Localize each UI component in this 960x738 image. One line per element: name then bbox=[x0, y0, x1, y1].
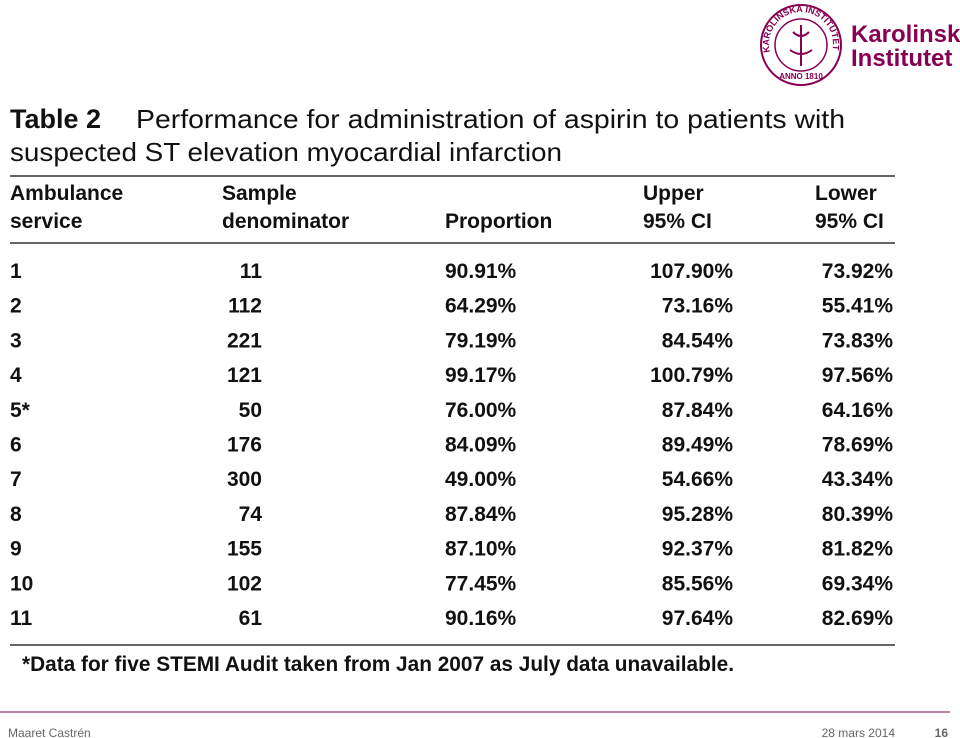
seal-inner bbox=[774, 18, 828, 72]
table-cell: 61 bbox=[239, 607, 263, 630]
table-cell: 54.66% bbox=[662, 468, 734, 491]
table-cell: 121 bbox=[227, 364, 262, 387]
table-cell: 300 bbox=[227, 468, 262, 491]
footer-date: 28 mars 2014 bbox=[822, 726, 896, 738]
table-cell: 102 bbox=[227, 572, 262, 595]
table-cell: 92.37% bbox=[662, 538, 734, 561]
table-cell: 80.39% bbox=[822, 503, 894, 526]
table-cell: 74 bbox=[239, 503, 263, 526]
table-cell: 89.49% bbox=[662, 434, 734, 457]
table-cell: 5* bbox=[10, 399, 31, 422]
table-cell: 11 bbox=[10, 607, 33, 630]
table-cell: 81.82% bbox=[822, 538, 894, 561]
table-cell: 55.41% bbox=[822, 295, 894, 318]
table-cell: 155 bbox=[227, 538, 262, 561]
table-cell: 73.92% bbox=[822, 260, 894, 283]
table-cell: 100.79% bbox=[650, 364, 733, 387]
seal-emblem bbox=[789, 25, 813, 66]
table-title: Performance for administration of aspiri… bbox=[136, 104, 845, 134]
table-cell: 79.19% bbox=[445, 329, 517, 352]
column-header: Ambulance bbox=[10, 182, 123, 205]
table-cell: 1 bbox=[10, 260, 22, 283]
seal-ring bbox=[760, 4, 842, 86]
column-header: Proportion bbox=[445, 210, 552, 233]
column-header: 95% CI bbox=[643, 210, 712, 233]
table-cell: 73.16% bbox=[662, 295, 734, 318]
table-cell: 78.69% bbox=[822, 434, 894, 457]
table-cell: 69.34% bbox=[822, 572, 894, 595]
column-header: denominator bbox=[222, 210, 349, 233]
table-cell: 7 bbox=[10, 468, 22, 491]
table-cell: 8 bbox=[10, 503, 22, 526]
table-cell: 73.83% bbox=[822, 329, 894, 352]
table-cell: 3 bbox=[10, 329, 22, 352]
table-cell: 49.00% bbox=[445, 468, 517, 491]
table-cell: 90.16% bbox=[445, 607, 517, 630]
column-header: Sample bbox=[222, 182, 297, 205]
table-cell: 87.84% bbox=[662, 399, 734, 422]
table-cell: 95.28% bbox=[662, 503, 734, 526]
column-header: Upper bbox=[643, 182, 704, 205]
table-cell: 64.29% bbox=[445, 295, 517, 318]
table-cell: 76.00% bbox=[445, 399, 517, 422]
table-cell: 97.56% bbox=[822, 364, 894, 387]
seal-year: ANNO 1810 bbox=[779, 72, 823, 81]
logo-name-1: Karolinska bbox=[851, 21, 960, 48]
table-cell: 43.34% bbox=[822, 468, 894, 491]
table-cell: 11 bbox=[240, 260, 263, 283]
table-cell: 50 bbox=[239, 399, 262, 422]
footnote: *Data for five STEMI Audit taken from Ja… bbox=[22, 653, 734, 676]
table-cell: 221 bbox=[227, 329, 262, 352]
table-cell: 99.17% bbox=[445, 364, 517, 387]
table-title: suspected ST elevation myocardial infarc… bbox=[10, 137, 562, 167]
footer-author: Maaret Castrén bbox=[8, 726, 91, 738]
column-header: service bbox=[10, 210, 82, 233]
footer-page: 16 bbox=[935, 726, 949, 738]
table-cell: 64.16% bbox=[822, 399, 894, 422]
table-cell: 9 bbox=[10, 538, 22, 561]
logo: KAROLINSKA INSTITUTET ANNO 1810 Karolins… bbox=[760, 4, 960, 86]
table-cell: 6 bbox=[10, 434, 22, 457]
table-cell: 10 bbox=[10, 572, 33, 595]
column-header: 95% CI bbox=[815, 210, 884, 233]
logo-name-2: Institutet bbox=[851, 45, 952, 72]
table-cell: 112 bbox=[228, 295, 262, 318]
table-cell: 87.84% bbox=[445, 503, 517, 526]
table-cell: 84.54% bbox=[662, 329, 734, 352]
table-label: Table 2 bbox=[10, 104, 101, 134]
table-cell: 85.56% bbox=[662, 572, 734, 595]
table-cell: 84.09% bbox=[445, 434, 517, 457]
table-cell: 82.69% bbox=[822, 607, 894, 630]
table-cell: 107.90% bbox=[650, 260, 733, 283]
table-cell: 176 bbox=[227, 434, 262, 457]
table-cell: 4 bbox=[10, 364, 22, 387]
table-cell: 90.91% bbox=[445, 260, 517, 283]
column-header: Lower bbox=[815, 182, 877, 205]
table-cell: 2 bbox=[10, 295, 22, 318]
table-cell: 77.45% bbox=[445, 572, 517, 595]
table-cell: 87.10% bbox=[445, 538, 517, 561]
table-cell: 97.64% bbox=[662, 607, 734, 630]
